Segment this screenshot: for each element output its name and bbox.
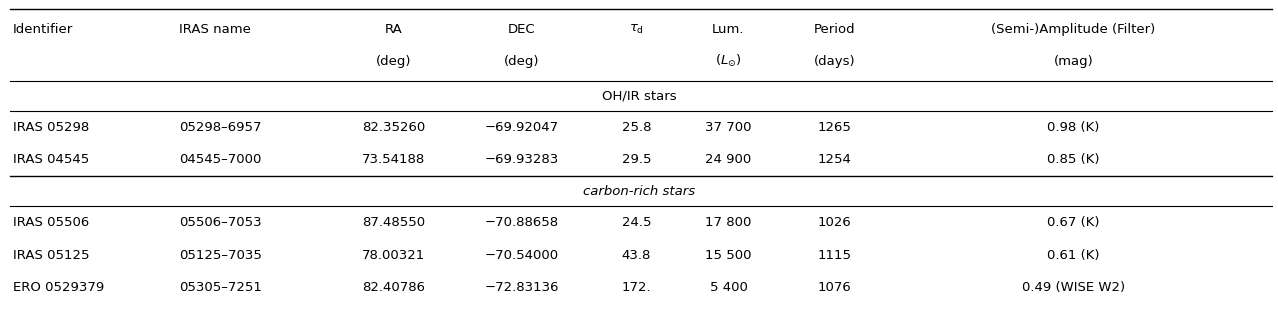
Text: 43.8: 43.8 (622, 249, 651, 261)
Text: IRAS 05506: IRAS 05506 (13, 216, 89, 229)
Text: 05125–7035: 05125–7035 (179, 249, 262, 261)
Text: RA: RA (385, 23, 403, 36)
Text: 0.49 (WISE W2): 0.49 (WISE W2) (1022, 281, 1125, 294)
Text: Period: Period (814, 23, 855, 36)
Text: 37 700: 37 700 (705, 121, 751, 134)
Text: 05305–7251: 05305–7251 (179, 281, 262, 294)
Text: DEC: DEC (507, 23, 535, 36)
Text: 17 800: 17 800 (705, 216, 751, 229)
Text: −69.93283: −69.93283 (484, 154, 558, 166)
Text: 0.85 (K): 0.85 (K) (1047, 154, 1100, 166)
Text: 29.5: 29.5 (621, 154, 652, 166)
Text: 87.48550: 87.48550 (362, 216, 426, 229)
Text: −70.54000: −70.54000 (484, 249, 558, 261)
Text: −72.83136: −72.83136 (484, 281, 558, 294)
Text: (deg): (deg) (504, 55, 539, 67)
Text: IRAS 05125: IRAS 05125 (13, 249, 89, 261)
Text: −69.92047: −69.92047 (484, 121, 558, 134)
Text: 5 400: 5 400 (709, 281, 748, 294)
Text: 1265: 1265 (818, 121, 851, 134)
Text: 0.67 (K): 0.67 (K) (1047, 216, 1100, 229)
Text: IRAS 04545: IRAS 04545 (13, 154, 89, 166)
Text: Lum.: Lum. (712, 23, 745, 36)
Text: 172.: 172. (621, 281, 652, 294)
Text: (mag): (mag) (1053, 55, 1094, 67)
Text: IRAS 05298: IRAS 05298 (13, 121, 89, 134)
Text: 1115: 1115 (818, 249, 851, 261)
Text: (days): (days) (814, 55, 855, 67)
Text: ($L_{\odot}$): ($L_{\odot}$) (716, 53, 741, 69)
Text: 05506–7053: 05506–7053 (179, 216, 262, 229)
Text: 1026: 1026 (818, 216, 851, 229)
Text: 25.8: 25.8 (621, 121, 652, 134)
Text: 04545–7000: 04545–7000 (179, 154, 261, 166)
Text: −70.88658: −70.88658 (484, 216, 558, 229)
Text: 82.35260: 82.35260 (362, 121, 426, 134)
Text: 15 500: 15 500 (705, 249, 751, 261)
Text: ERO 0529379: ERO 0529379 (13, 281, 104, 294)
Text: $\tau_{\rm d}$: $\tau_{\rm d}$ (629, 23, 644, 36)
Text: 0.98 (K): 0.98 (K) (1048, 121, 1099, 134)
Text: 24 900: 24 900 (705, 154, 751, 166)
Text: 0.61 (K): 0.61 (K) (1047, 249, 1100, 261)
Text: (Semi-)Amplitude (Filter): (Semi-)Amplitude (Filter) (992, 23, 1155, 36)
Text: IRAS name: IRAS name (179, 23, 250, 36)
Text: carbon-rich stars: carbon-rich stars (583, 185, 695, 197)
Text: (deg): (deg) (376, 55, 412, 67)
Text: 05298–6957: 05298–6957 (179, 121, 262, 134)
Text: 1076: 1076 (818, 281, 851, 294)
Text: Identifier: Identifier (13, 23, 73, 36)
Text: OH/IR stars: OH/IR stars (602, 90, 676, 102)
Text: 73.54188: 73.54188 (362, 154, 426, 166)
Text: 78.00321: 78.00321 (362, 249, 426, 261)
Text: 24.5: 24.5 (621, 216, 652, 229)
Text: 1254: 1254 (818, 154, 851, 166)
Text: 82.40786: 82.40786 (362, 281, 426, 294)
